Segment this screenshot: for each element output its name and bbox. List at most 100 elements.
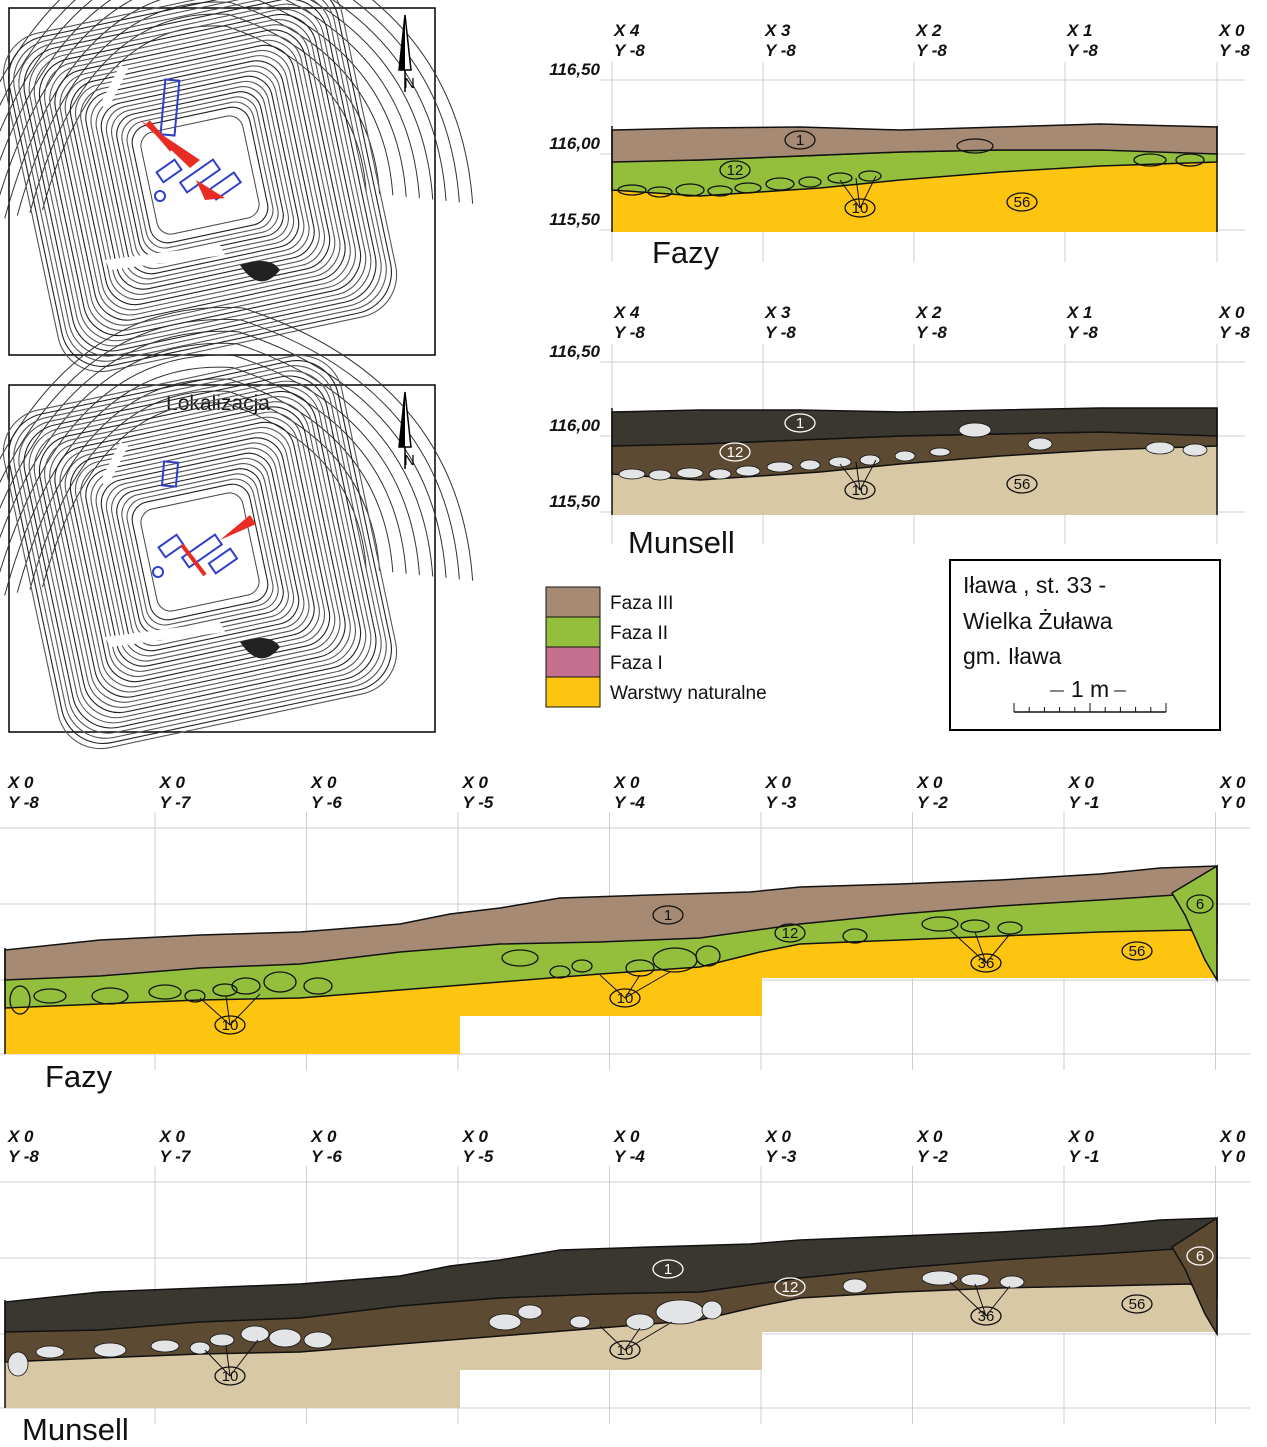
grid-x-label: X 3	[764, 303, 791, 322]
layer-number: 12	[782, 1279, 799, 1296]
grid-x-label: X 1	[1066, 303, 1093, 322]
stones	[618, 422, 1208, 481]
legend-swatch	[545, 586, 601, 618]
grid-y-label: Y -8	[1067, 323, 1098, 342]
layer-labels: 1 12 10 56	[719, 130, 1038, 218]
layer-number: 36	[978, 1308, 995, 1325]
grid-y-label: Y -7	[160, 793, 192, 812]
leader-lines	[204, 1281, 1011, 1377]
layer-number: 10	[617, 1342, 634, 1359]
site-locality: Wielka Żuława	[963, 608, 1113, 634]
grid-x-label: X 0	[7, 773, 34, 792]
scale-bar	[1013, 703, 1167, 713]
section-title: Munsell	[628, 525, 735, 560]
grid-y-label: Y -2	[917, 1147, 948, 1166]
layer-number: 1	[796, 415, 804, 432]
grid-y-label: Y -3	[766, 793, 797, 812]
grid-y-label: Y -1	[1069, 793, 1100, 812]
layer-number: 1	[664, 1261, 672, 1278]
leader-lines	[839, 175, 877, 209]
contour-lines	[0, 306, 474, 750]
grid-y-label: Y -7	[160, 1147, 192, 1166]
layer-number: 56	[1129, 1296, 1146, 1313]
grid-y-label: Y -5	[463, 1147, 494, 1166]
grid-x-label: X 0	[159, 1127, 186, 1146]
grid-x-label: X 0	[1068, 773, 1095, 792]
north-arrow-icon: N	[398, 14, 415, 92]
section-line-marker	[140, 120, 225, 200]
layer-number: 1	[796, 132, 804, 149]
grid-y-label: Y -8	[1219, 41, 1250, 60]
layer-number: 10	[222, 1368, 239, 1385]
layer-labels: 1 12 10 56	[719, 413, 1038, 500]
grid-x-label: X 0	[1219, 773, 1246, 792]
layer-number: 36	[978, 955, 995, 972]
grid-y-label: Y -5	[463, 793, 494, 812]
grid-y-label: Y 0	[1220, 1147, 1246, 1166]
layer-number: 56	[1129, 943, 1146, 960]
grid-y-label: Y -8	[765, 323, 796, 342]
grid-x-label: X 0	[1218, 21, 1245, 40]
legend-label: Faza III	[610, 593, 673, 614]
layer-number: 6	[1196, 1248, 1204, 1265]
grid-x-label: X 0	[310, 1127, 337, 1146]
section-bottom-munsell: 1 12 10 10 36 56 6 Munsell	[4, 1216, 1218, 1447]
grid-x-label: X 2	[915, 303, 942, 322]
grid-y-label: Y -8	[1219, 323, 1250, 342]
grid-x-label: X 0	[1218, 303, 1245, 322]
grid-x-label: X 0	[613, 1127, 640, 1146]
layer-number: 12	[727, 162, 744, 179]
grid-y-label: Y -8	[916, 323, 947, 342]
stones	[617, 138, 1205, 198]
stones	[9, 916, 1023, 1015]
layer-number: 1	[664, 907, 672, 924]
grid-x-label: X 0	[462, 773, 489, 792]
grid-x-label: X 0	[159, 773, 186, 792]
grid-y-label: Y -3	[766, 1147, 797, 1166]
grid-x-label: X 0	[462, 1127, 489, 1146]
grid-y-label: Y -8	[8, 793, 39, 812]
grid-y-label: Y -8	[916, 41, 947, 60]
layer-number: 56	[1014, 476, 1031, 493]
elevation-label: 116,00	[549, 416, 600, 435]
grid-y-label: Y -4	[614, 1147, 645, 1166]
grid-x-label: X 3	[764, 21, 791, 40]
legend-label: Faza II	[610, 623, 668, 644]
grid-x-label: X 4	[613, 21, 640, 40]
layer-number: 12	[727, 444, 744, 461]
elevation-label: 115,50	[549, 492, 600, 511]
legend: Faza III Faza II Faza I Warstwy naturaln…	[545, 586, 767, 708]
grid-y-label: Y -6	[311, 1147, 342, 1166]
section-title: Munsell	[22, 1412, 129, 1447]
grid-y-label: Y -8	[614, 41, 645, 60]
north-label: N	[404, 75, 415, 92]
layer-labels: 1 12 10 10 36 56 6	[214, 1246, 1214, 1386]
layer-number: 6	[1196, 896, 1204, 913]
elevation-label: 116,50	[549, 60, 600, 79]
grid-x-label: X 0	[310, 773, 337, 792]
grid-y-label: Y -1	[1069, 1147, 1100, 1166]
grid-y-label: Y -4	[614, 793, 645, 812]
grid-x-label: X 4	[613, 303, 640, 322]
layer-number: 10	[852, 482, 869, 499]
grid-x-label: X 0	[916, 773, 943, 792]
leader-lines	[199, 929, 1011, 1026]
grid-y-label: Y -8	[765, 41, 796, 60]
layer-number: 10	[222, 1017, 239, 1034]
scale-label: 1 m	[1071, 676, 1109, 702]
north-arrow-icon: N	[398, 391, 415, 469]
grid-x-label: X 0	[613, 773, 640, 792]
grid-y-label: Y 0	[1220, 793, 1246, 812]
section-title: Fazy	[652, 235, 720, 270]
site-name: Iława , st. 33 -	[963, 572, 1106, 598]
layer-number: 12	[782, 925, 799, 942]
section-top-fazy: 1 12 10 56 Fazy	[611, 123, 1218, 270]
layer-number: 10	[617, 990, 634, 1007]
layer-number: 10	[852, 200, 869, 217]
legend-swatch	[545, 646, 601, 678]
grid-x-label: X 0	[765, 773, 792, 792]
grid-x-label: X 0	[7, 1127, 34, 1146]
grid-x-label: X 0	[1219, 1127, 1246, 1146]
section-bottom-fazy: 1 12 10 10 36 56 6 Fazy	[4, 864, 1218, 1094]
